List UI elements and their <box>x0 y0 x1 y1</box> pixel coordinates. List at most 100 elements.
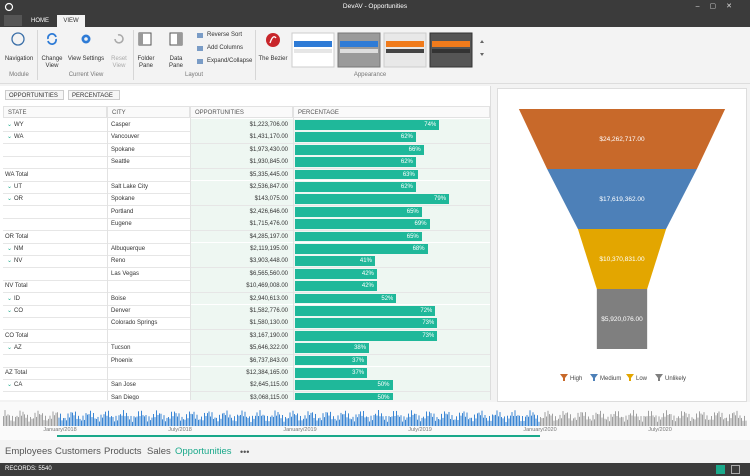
range-bar <box>609 421 610 426</box>
opportunities-cell: $2,536,847.00 <box>249 184 288 190</box>
view-toggle[interactable] <box>716 465 725 474</box>
expand-chevron[interactable]: ⌄ <box>7 246 13 252</box>
city-cell: Boise <box>111 295 127 302</box>
percentage-label: 62% <box>400 159 413 166</box>
ribbon-button[interactable]: Data Pane <box>168 56 183 69</box>
range-bar <box>123 410 124 426</box>
expand-chevron[interactable]: ⌄ <box>7 308 13 314</box>
percentage-bar <box>295 231 422 242</box>
gallery-scroll[interactable] <box>480 40 484 56</box>
range-bar <box>10 420 12 426</box>
theme-swatch[interactable] <box>429 32 473 68</box>
theme-swatch[interactable] <box>383 32 427 68</box>
range-bar <box>606 419 607 426</box>
nav-item[interactable]: Customers <box>55 446 101 457</box>
range-bar <box>337 415 339 426</box>
expand-chevron[interactable]: ⌄ <box>7 134 13 141</box>
ribbon-button[interactable]: Folder Pane <box>137 56 155 69</box>
range-bar <box>433 413 435 426</box>
range-bar <box>478 412 480 426</box>
range-bar <box>688 413 690 426</box>
expand-chevron[interactable]: ⌄ <box>7 295 13 302</box>
tab[interactable]: HOME <box>31 18 49 24</box>
range-bar <box>171 411 172 426</box>
expand-chevron[interactable]: ⌄ <box>7 184 13 190</box>
range-bar <box>511 412 513 426</box>
range-bar <box>216 417 217 426</box>
range-bar <box>3 416 4 426</box>
window-controls[interactable]: –▢✕ <box>695 3 742 10</box>
range-bar <box>423 416 424 426</box>
ribbon-button[interactable]: Expand/Collapse <box>207 58 253 64</box>
ribbon-button[interactable]: View Settings <box>67 56 105 62</box>
column-header[interactable]: STATE <box>3 106 107 118</box>
range-bar <box>409 416 411 426</box>
range-bar <box>681 411 682 426</box>
nav-item[interactable]: Opportunities <box>175 446 232 457</box>
range-bar <box>682 415 684 426</box>
range-bar <box>504 416 505 426</box>
range-bar <box>27 414 28 426</box>
range-bar <box>436 417 438 426</box>
ribbon-button[interactable]: Navigation <box>4 56 34 62</box>
range-bar <box>723 419 724 426</box>
column-header[interactable]: CITY <box>107 106 190 118</box>
range-bar <box>397 415 399 426</box>
expand-chevron[interactable]: ⌄ <box>7 258 13 265</box>
range-bar <box>286 418 288 426</box>
view-toggle[interactable] <box>731 465 740 474</box>
range-bar <box>565 413 567 426</box>
nav-item[interactable]: Sales <box>147 446 171 457</box>
funnel-segment <box>518 109 726 169</box>
ribbon-button[interactable]: Reverse Sort <box>207 32 243 38</box>
range-bar <box>642 421 643 426</box>
tab-selected[interactable]: VIEW <box>57 15 85 27</box>
range-selector[interactable]: January/2018 July/2018 January/2019 July/20… <box>0 402 750 440</box>
range-bar <box>700 413 702 426</box>
range-bar <box>118 415 120 426</box>
range-bar <box>439 419 441 426</box>
ribbon-button[interactable]: Change View <box>41 56 63 69</box>
range-bar <box>445 413 447 426</box>
range-bar <box>291 416 292 426</box>
expand-chevron[interactable]: ⌄ <box>7 382 13 389</box>
expand-chevron[interactable]: ⌄ <box>7 345 13 352</box>
column-header[interactable]: PERCENTAGE <box>293 106 490 118</box>
ribbon-button[interactable]: Reset View <box>111 56 127 69</box>
range-bar <box>720 417 721 426</box>
range-bar <box>360 411 361 426</box>
theme-swatch[interactable] <box>337 32 381 68</box>
range-bar <box>678 416 679 426</box>
range-bar <box>256 412 258 426</box>
theme-gallery[interactable] <box>290 31 490 71</box>
range-bar <box>25 417 27 426</box>
range-bar <box>130 415 132 426</box>
range-bar <box>634 416 636 426</box>
range-bar <box>570 414 571 426</box>
range-bar <box>352 416 354 426</box>
nav-item[interactable]: Employees <box>5 446 52 457</box>
column-header[interactable]: OPPORTUNITIES <box>190 106 293 118</box>
range-bar <box>670 414 672 426</box>
data-field-button[interactable]: OPPORTUNITIES <box>5 90 64 100</box>
range-bar <box>105 411 106 426</box>
ribbon-button[interactable]: The Bezier <box>258 56 288 62</box>
range-bar <box>630 413 631 426</box>
range-bar <box>526 415 528 426</box>
range-bar <box>201 416 202 426</box>
range-bar <box>343 414 345 426</box>
nav-item[interactable]: Products <box>104 446 142 457</box>
expand-chevron[interactable]: ⌄ <box>7 196 13 203</box>
menu-button[interactable] <box>4 15 22 26</box>
expand-chevron[interactable]: ⌄ <box>7 122 13 128</box>
range-bar <box>472 421 474 426</box>
range-bar <box>456 416 457 426</box>
ribbon-button[interactable]: Add Columns <box>207 45 244 51</box>
range-bar <box>229 414 231 426</box>
range-bar <box>153 413 154 426</box>
range-bar <box>214 417 216 426</box>
theme-swatch[interactable] <box>291 32 335 68</box>
nav-more[interactable]: ••• <box>240 447 250 457</box>
data-field-button[interactable]: PERCENTAGE <box>68 90 120 100</box>
range-bar <box>462 413 463 426</box>
